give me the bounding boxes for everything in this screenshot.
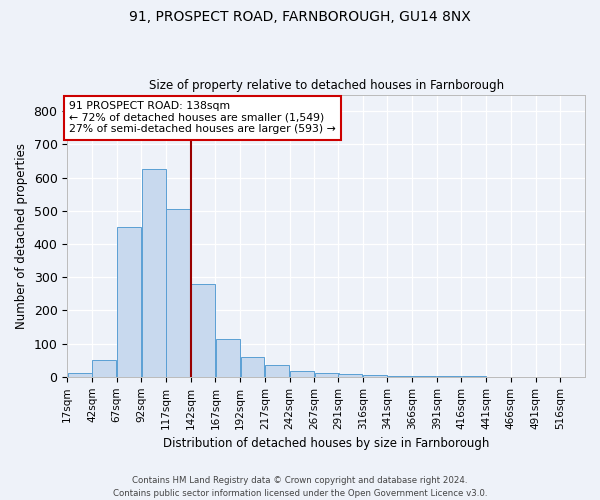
- Bar: [314, 374, 338, 377]
- Bar: [117, 228, 141, 377]
- Text: 91, PROSPECT ROAD, FARNBOROUGH, GU14 8NX: 91, PROSPECT ROAD, FARNBOROUGH, GU14 8NX: [129, 10, 471, 24]
- Bar: [68, 374, 92, 377]
- Bar: [290, 371, 314, 377]
- Bar: [412, 376, 436, 377]
- Bar: [142, 170, 166, 377]
- Text: Contains HM Land Registry data © Crown copyright and database right 2024.
Contai: Contains HM Land Registry data © Crown c…: [113, 476, 487, 498]
- Bar: [92, 360, 116, 377]
- X-axis label: Distribution of detached houses by size in Farnborough: Distribution of detached houses by size …: [163, 437, 490, 450]
- Bar: [241, 357, 265, 377]
- Bar: [166, 209, 190, 377]
- Text: 91 PROSPECT ROAD: 138sqm
← 72% of detached houses are smaller (1,549)
27% of sem: 91 PROSPECT ROAD: 138sqm ← 72% of detach…: [69, 101, 336, 134]
- Bar: [363, 376, 387, 377]
- Title: Size of property relative to detached houses in Farnborough: Size of property relative to detached ho…: [149, 79, 504, 92]
- Bar: [265, 365, 289, 377]
- Bar: [338, 374, 362, 377]
- Y-axis label: Number of detached properties: Number of detached properties: [15, 142, 28, 328]
- Bar: [216, 338, 240, 377]
- Bar: [388, 376, 412, 377]
- Bar: [191, 284, 215, 377]
